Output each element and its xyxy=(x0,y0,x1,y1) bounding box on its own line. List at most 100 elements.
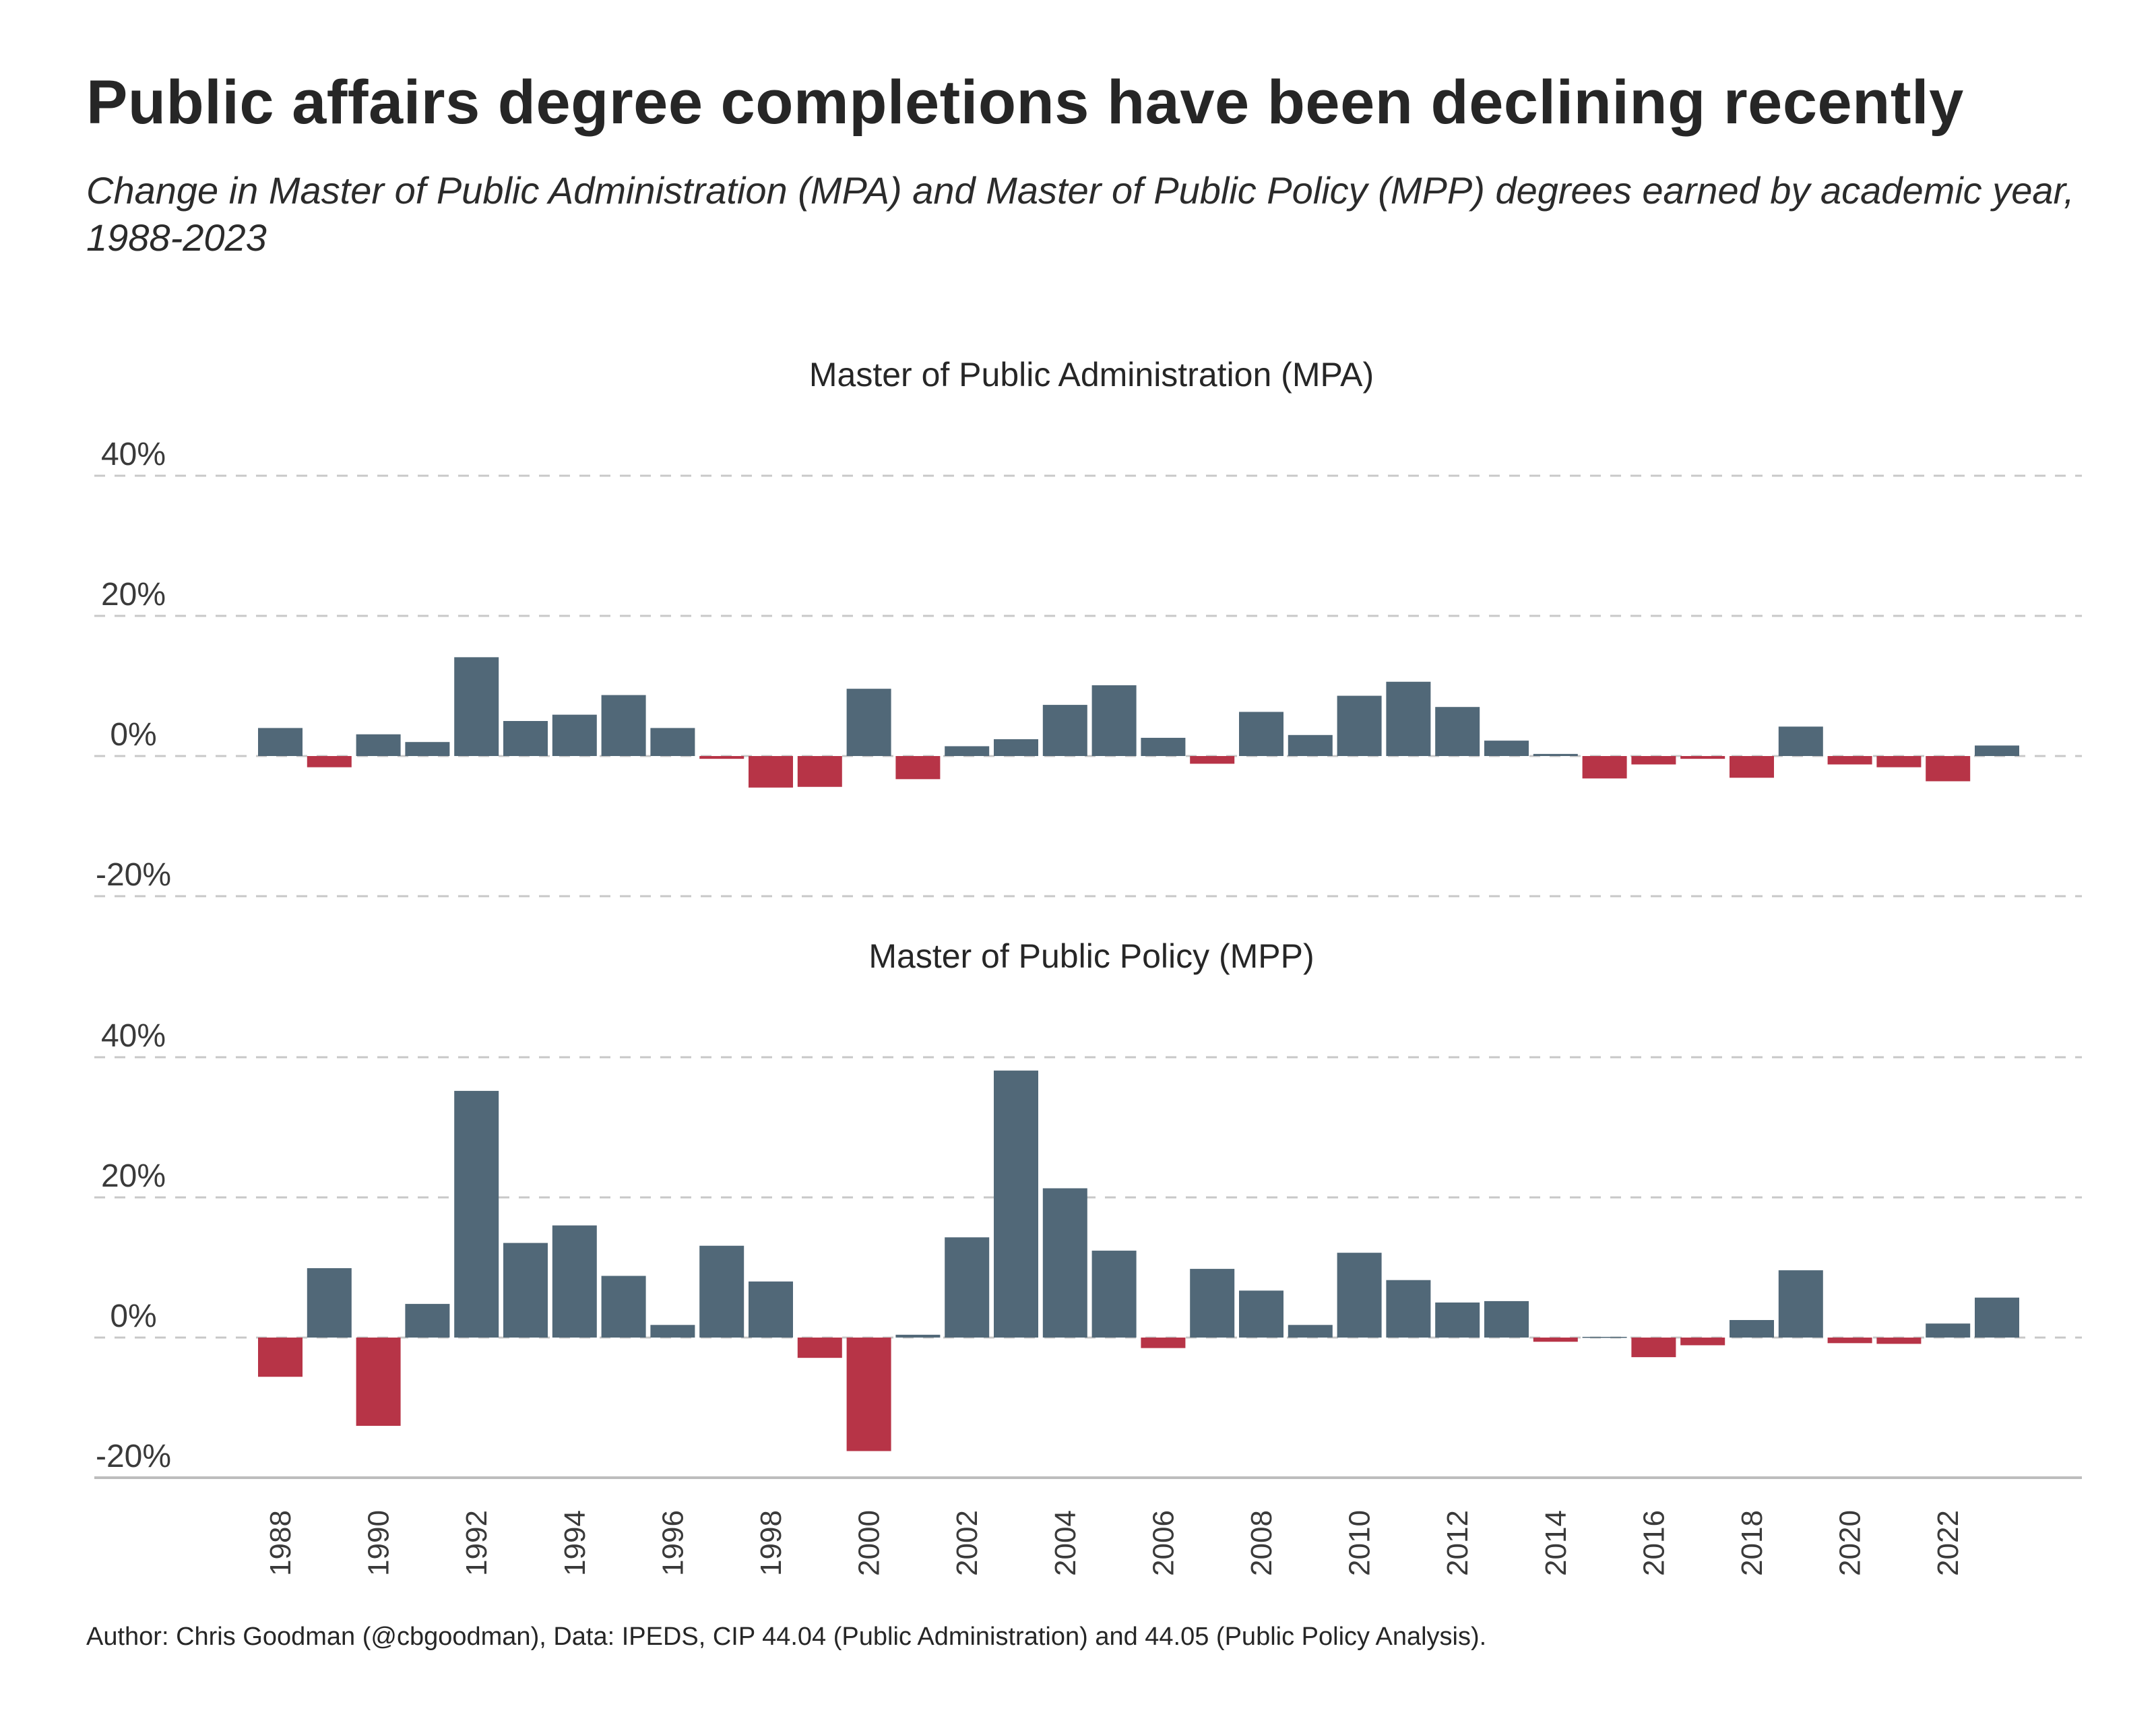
bar-2002 xyxy=(945,746,990,756)
bar-1993 xyxy=(503,1243,548,1338)
bar-2020 xyxy=(1827,756,1872,765)
x-tick-label: 2014 xyxy=(1540,1510,1573,1576)
bar-2018 xyxy=(1730,1320,1774,1338)
bar-2022 xyxy=(1926,1323,1971,1338)
chart-caption: Author: Chris Goodman (@cbgoodman), Data… xyxy=(86,1623,1487,1651)
bar-2004 xyxy=(1042,1188,1087,1338)
bar-2008 xyxy=(1239,712,1283,756)
bar-1988 xyxy=(258,728,303,756)
bar-1998 xyxy=(749,1281,793,1338)
bar-2000 xyxy=(846,1338,891,1451)
bar-2011 xyxy=(1386,1280,1431,1338)
bar-1993 xyxy=(503,721,548,756)
bar-2022 xyxy=(1926,756,1971,782)
bar-2007 xyxy=(1190,756,1235,764)
bar-2013 xyxy=(1484,741,1529,756)
panel-title: Master of Public Policy (MPP) xyxy=(868,937,1314,975)
x-tick-label: 1996 xyxy=(656,1510,689,1576)
x-tick-label: 2002 xyxy=(951,1510,984,1576)
bar-1989 xyxy=(307,1268,352,1338)
x-tick-label: 2016 xyxy=(1637,1510,1670,1576)
bar-2021 xyxy=(1876,756,1922,767)
bar-1991 xyxy=(405,1304,450,1338)
y-tick-label: -20% xyxy=(96,857,171,893)
bar-1999 xyxy=(797,756,842,787)
bar-2014 xyxy=(1533,753,1578,756)
bar-2005 xyxy=(1091,685,1137,756)
bar-1999 xyxy=(797,1338,842,1358)
x-tick-label: 2004 xyxy=(1049,1510,1082,1576)
bar-2003 xyxy=(994,739,1038,756)
y-tick-label: 0% xyxy=(110,717,156,753)
bar-2015 xyxy=(1582,756,1627,779)
panel-mpa: Master of Public Administration (MPA) -20… xyxy=(94,356,2082,898)
bar-2017 xyxy=(1680,756,1725,759)
x-axis: 1988 1990 1992 1994 1996 1998 2000 2002 2004 2006… xyxy=(94,1476,2082,1576)
bar-2023 xyxy=(1975,1297,2019,1338)
bar-2009 xyxy=(1288,1325,1333,1338)
y-tick-label: 40% xyxy=(101,437,166,472)
bar-2012 xyxy=(1435,707,1480,756)
bar-2006 xyxy=(1141,737,1186,756)
bar-2006 xyxy=(1141,1338,1186,1348)
bar-2023 xyxy=(1975,745,2019,756)
bar-1998 xyxy=(749,756,793,788)
panel-mpp: Master of Public Policy (MPP) -20% 0% 20% 40… xyxy=(94,937,2082,1479)
bar-2005 xyxy=(1091,1251,1137,1338)
x-tick-label: 2010 xyxy=(1343,1510,1376,1576)
bar-2013 xyxy=(1484,1300,1529,1338)
x-tick-label: 1994 xyxy=(559,1510,592,1576)
bar-1990 xyxy=(356,1338,401,1426)
bar-1996 xyxy=(650,1325,695,1338)
bar-2003 xyxy=(994,1070,1038,1338)
y-tick-label: 40% xyxy=(101,1018,166,1054)
x-tick-label: 1988 xyxy=(264,1510,297,1576)
panel-title: Master of Public Administration (MPA) xyxy=(809,356,1374,394)
bar-1992 xyxy=(454,657,499,756)
bar-2011 xyxy=(1386,681,1431,756)
bar-2007 xyxy=(1190,1269,1235,1338)
x-tick-label: 1990 xyxy=(362,1510,395,1576)
bar-1995 xyxy=(601,695,646,756)
bar-2004 xyxy=(1042,705,1087,756)
bar-2010 xyxy=(1337,695,1382,756)
bar-2018 xyxy=(1730,756,1774,778)
bar-1988 xyxy=(258,1338,303,1377)
bar-2021 xyxy=(1876,1338,1922,1344)
x-tick-label: 2006 xyxy=(1147,1510,1180,1576)
bar-1994 xyxy=(552,714,597,756)
y-tick-label: -20% xyxy=(96,1439,171,1474)
bar-2010 xyxy=(1337,1253,1382,1338)
x-tick-label: 2022 xyxy=(1932,1510,1965,1576)
bar-2019 xyxy=(1778,1270,1823,1338)
bar-2016 xyxy=(1631,1338,1676,1358)
bar-1992 xyxy=(454,1090,499,1338)
y-tick-label: 0% xyxy=(110,1298,156,1334)
x-tick-label: 2000 xyxy=(853,1510,886,1576)
x-tick-label: 2018 xyxy=(1736,1510,1769,1576)
x-tick-label: 2020 xyxy=(1834,1510,1867,1576)
bar-1996 xyxy=(650,728,695,756)
bar-1994 xyxy=(552,1225,597,1338)
bar-2016 xyxy=(1631,756,1676,765)
y-tick-label: 20% xyxy=(101,1158,166,1194)
x-tick-label: 1998 xyxy=(755,1510,788,1576)
bar-2020 xyxy=(1827,1338,1872,1344)
x-tick-label: 2012 xyxy=(1441,1510,1474,1576)
bar-1997 xyxy=(699,756,744,759)
bar-2014 xyxy=(1533,1338,1578,1342)
bar-2001 xyxy=(895,756,941,780)
bar-2002 xyxy=(945,1237,990,1338)
chart-title: Public affairs degree completions have b… xyxy=(86,68,1964,137)
bar-1995 xyxy=(601,1276,646,1338)
bar-2012 xyxy=(1435,1303,1480,1338)
bar-2019 xyxy=(1778,726,1823,756)
bar-1989 xyxy=(307,756,352,767)
bar-2008 xyxy=(1239,1290,1283,1338)
bar-2001 xyxy=(895,1334,941,1338)
bar-1997 xyxy=(699,1245,744,1338)
x-tick-label: 1992 xyxy=(460,1510,493,1576)
y-tick-label: 20% xyxy=(101,577,166,613)
bar-2009 xyxy=(1288,734,1333,756)
x-tick-label: 2008 xyxy=(1245,1510,1278,1576)
